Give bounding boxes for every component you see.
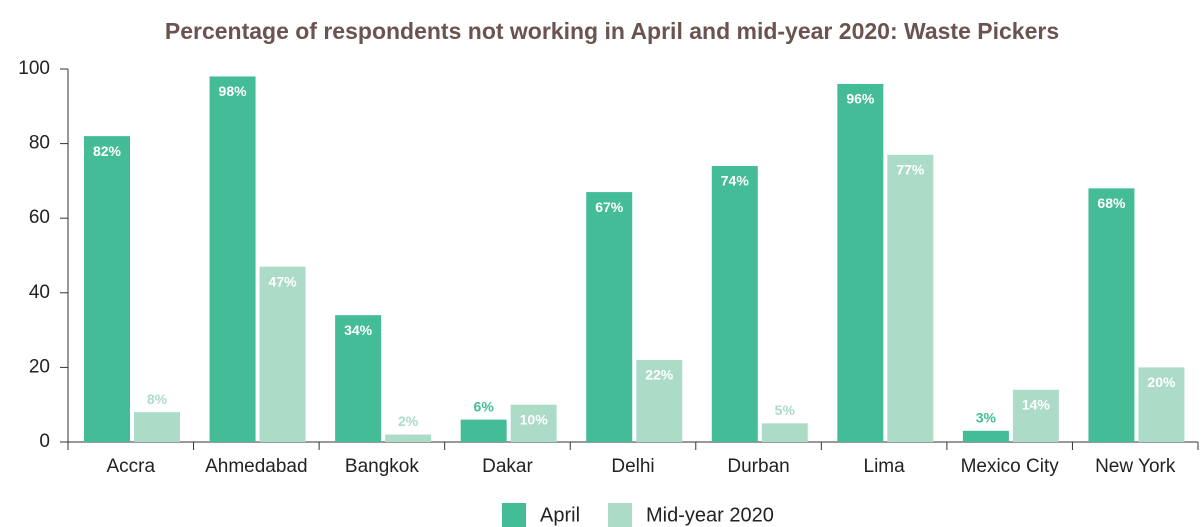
x-tick-label: New York <box>1095 456 1176 477</box>
value-label: 98% <box>219 83 248 99</box>
bar <box>636 359 683 442</box>
bar <box>1088 188 1135 442</box>
value-label: 77% <box>896 161 925 177</box>
value-label: 34% <box>344 322 373 338</box>
value-label: 3% <box>976 410 997 426</box>
y-tick-label: 0 <box>39 431 50 452</box>
y-tick-label: 100 <box>18 58 50 79</box>
value-label: 10% <box>520 411 549 427</box>
value-label: 68% <box>1097 195 1126 211</box>
x-tick-label: Lima <box>864 456 906 477</box>
x-tick-label: Mexico City <box>961 456 1060 477</box>
x-tick-label: Durban <box>727 456 789 477</box>
value-label: 5% <box>775 402 796 418</box>
value-label: 2% <box>398 413 419 429</box>
legend-swatch <box>502 503 526 527</box>
bar <box>962 430 1009 442</box>
value-label: 47% <box>269 273 298 289</box>
bar <box>761 423 808 442</box>
bar <box>510 404 557 442</box>
y-tick-label: 20 <box>29 356 50 377</box>
value-label: 96% <box>846 91 875 107</box>
legend-swatch <box>608 503 632 527</box>
y-tick-label: 80 <box>29 133 50 154</box>
x-tick-label: Delhi <box>611 456 654 477</box>
bar <box>711 165 758 443</box>
x-tick-label: Bangkok <box>345 456 419 477</box>
bar <box>1138 367 1185 442</box>
bar <box>1012 389 1059 442</box>
legend-label: April <box>540 504 580 526</box>
value-label: 22% <box>645 367 674 383</box>
legend-label: Mid-year 2020 <box>646 504 774 526</box>
bar <box>837 83 884 443</box>
y-tick-label: 40 <box>29 282 50 303</box>
bar <box>385 434 432 442</box>
bar <box>586 192 633 442</box>
x-tick-label: Dakar <box>482 456 533 477</box>
bar <box>84 136 130 442</box>
chart-title: Percentage of respondents not working in… <box>165 18 1059 44</box>
bar <box>259 266 306 442</box>
value-label: 14% <box>1022 396 1051 412</box>
value-label: 67% <box>595 199 624 215</box>
x-tick-label: Ahmedabad <box>205 456 307 477</box>
bar <box>134 412 180 442</box>
y-tick-label: 60 <box>29 207 50 228</box>
value-label: 8% <box>147 391 168 407</box>
value-label: 82% <box>93 143 122 159</box>
x-tick-label: Accra <box>106 456 155 477</box>
value-label: 74% <box>721 173 750 189</box>
bar <box>209 76 256 443</box>
bar <box>887 154 934 443</box>
value-label: 6% <box>474 398 495 414</box>
value-label: 20% <box>1147 374 1176 390</box>
bar <box>335 315 382 442</box>
bar <box>460 419 507 442</box>
